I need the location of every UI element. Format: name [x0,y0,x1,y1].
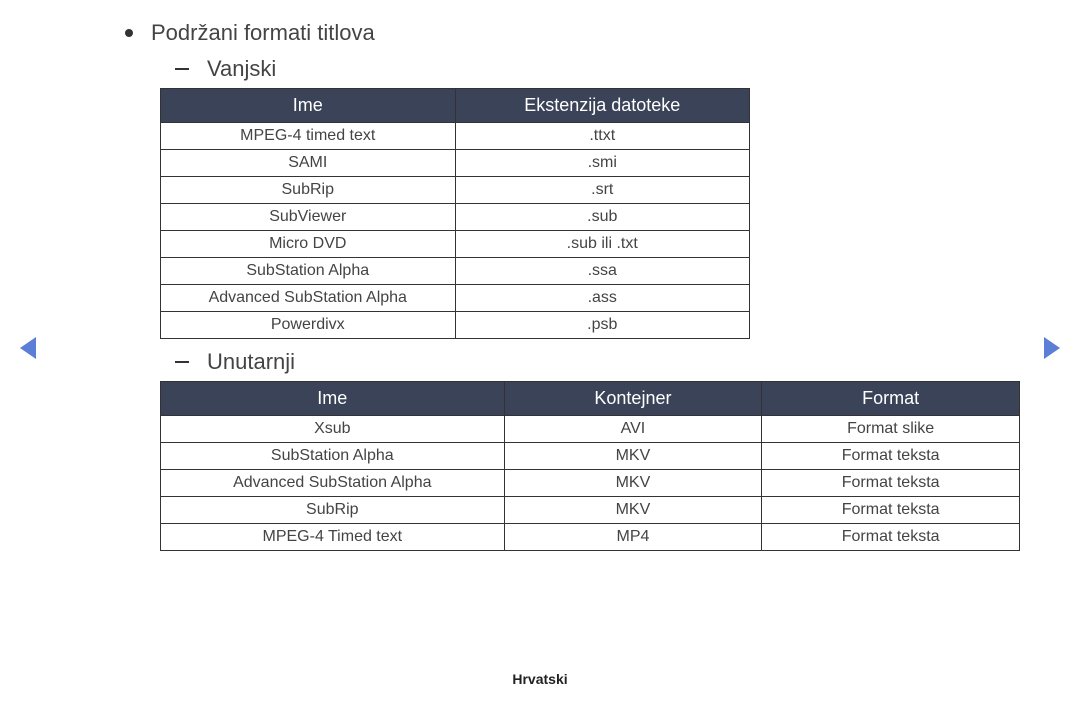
table-row: SAMI.smi [161,150,750,177]
table-cell: Advanced SubStation Alpha [161,470,505,497]
table-cell: Xsub [161,416,505,443]
table-cell: Advanced SubStation Alpha [161,285,456,312]
table1-body: MPEG-4 timed text.ttxt SAMI.smi SubRip.s… [161,123,750,339]
table-cell: MPEG-4 timed text [161,123,456,150]
table-row: SubStation AlphaMKVFormat teksta [161,443,1020,470]
table-cell: MP4 [504,524,762,551]
table-row: SubViewer.sub [161,204,750,231]
table-cell: .ttxt [455,123,750,150]
table-row: Micro DVD.sub ili .txt [161,231,750,258]
table-cell: .srt [455,177,750,204]
next-page-button[interactable] [1042,335,1062,366]
table-cell: .sub ili .txt [455,231,750,258]
table-row: MPEG-4 Timed textMP4Format teksta [161,524,1020,551]
table-cell: MPEG-4 Timed text [161,524,505,551]
table-cell: MKV [504,470,762,497]
table-cell: Format slike [762,416,1020,443]
footer-language: Hrvatski [0,671,1080,687]
table-cell: MKV [504,443,762,470]
table-header-cell: Ekstenzija datoteke [455,89,750,123]
table-cell: SubRip [161,497,505,524]
table-cell: SubStation Alpha [161,258,456,285]
table-cell: MKV [504,497,762,524]
table-row: MPEG-4 timed text.ttxt [161,123,750,150]
external-subtitles-table: Ime Ekstenzija datoteke MPEG-4 timed tex… [160,88,750,339]
section1-title: Vanjski [207,56,276,82]
page-heading: Podržani formati titlova [151,20,375,46]
table-cell: .smi [455,150,750,177]
table-cell: .ssa [455,258,750,285]
table2-wrap: Ime Kontejner Format XsubAVIFormat slike… [160,381,1000,551]
page-content: Podržani formati titlova Vanjski Ime Eks… [0,0,1080,551]
table-cell: Format teksta [762,470,1020,497]
table-row: SubStation Alpha.ssa [161,258,750,285]
table-header-cell: Kontejner [504,382,762,416]
table-cell: Powerdivx [161,312,456,339]
table-row: Advanced SubStation AlphaMKVFormat tekst… [161,470,1020,497]
table-header-row: Ime Ekstenzija datoteke [161,89,750,123]
section1-title-row: Vanjski [175,56,1000,82]
dash-icon [175,361,189,363]
table2-body: XsubAVIFormat slike SubStation AlphaMKVF… [161,416,1020,551]
table-cell: .psb [455,312,750,339]
table-cell: Micro DVD [161,231,456,258]
table-cell: SubViewer [161,204,456,231]
table-row: XsubAVIFormat slike [161,416,1020,443]
table-row: Advanced SubStation Alpha.ass [161,285,750,312]
prev-page-button[interactable] [18,335,38,366]
triangle-left-icon [18,335,38,361]
table-cell: Format teksta [762,524,1020,551]
table-header-cell: Ime [161,89,456,123]
table-cell: SAMI [161,150,456,177]
triangle-right-icon [1042,335,1062,361]
table-header-row: Ime Kontejner Format [161,382,1020,416]
bullet-icon [125,29,133,37]
dash-icon [175,68,189,70]
table-header-cell: Format [762,382,1020,416]
section2-title-row: Unutarnji [175,349,1000,375]
table-row: Powerdivx.psb [161,312,750,339]
internal-subtitles-table: Ime Kontejner Format XsubAVIFormat slike… [160,381,1020,551]
table-cell: .sub [455,204,750,231]
table-row: SubRip.srt [161,177,750,204]
table-row: SubRipMKVFormat teksta [161,497,1020,524]
table-cell: SubRip [161,177,456,204]
table1-wrap: Ime Ekstenzija datoteke MPEG-4 timed tex… [160,88,1000,339]
table-cell: AVI [504,416,762,443]
table-cell: Format teksta [762,443,1020,470]
table-cell: Format teksta [762,497,1020,524]
section2-title: Unutarnji [207,349,295,375]
table-cell: SubStation Alpha [161,443,505,470]
heading-row: Podržani formati titlova [125,20,1000,46]
table-cell: .ass [455,285,750,312]
table-header-cell: Ime [161,382,505,416]
